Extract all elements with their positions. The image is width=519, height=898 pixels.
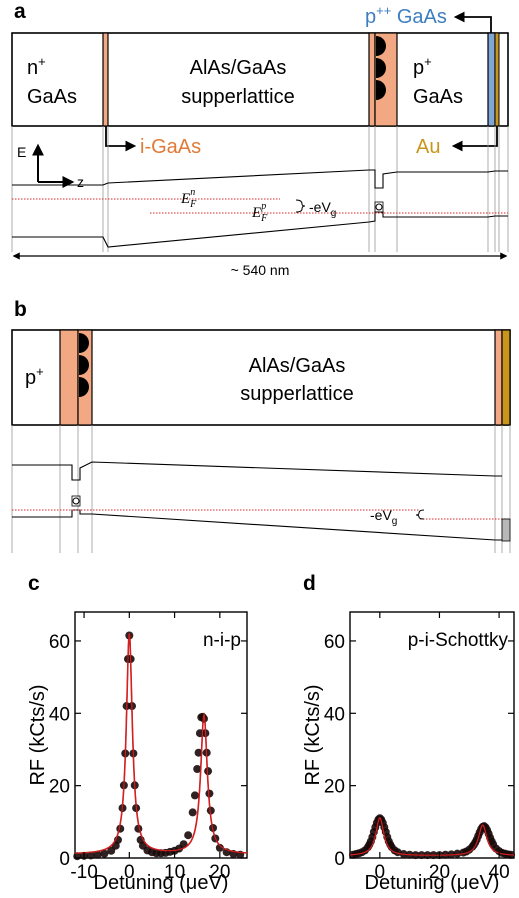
superlattice-label-2: supperlattice: [181, 86, 294, 108]
y-axis-label: RF (kCts/s): [302, 684, 324, 785]
qd-level-a: [375, 203, 383, 211]
ppp-gaas-layer: [487, 32, 496, 127]
i-gaas-layer-b-right: [494, 329, 503, 426]
igaas-label: i-GaAs: [140, 136, 201, 158]
p-gaas-label: p+: [413, 54, 432, 79]
vg-brace-b: [415, 509, 425, 520]
x-tick-label: 40: [489, 862, 510, 883]
chart-d: d 0 20 40 0 20 40 60 p-i-Schottky Detuning (μeV) R…: [302, 572, 516, 894]
y-tick-label: 40: [324, 704, 345, 725]
qd-box-a: [374, 201, 384, 213]
quantum-dot-layer: [376, 36, 386, 100]
plot-annotation: p-i-Schottky: [408, 630, 509, 651]
width-label: ~ 540 nm: [231, 262, 290, 278]
data-point: [193, 765, 202, 774]
data-point: [453, 849, 462, 858]
plot-frame: [74, 611, 248, 859]
i-gaas-layer-qd-b: [59, 329, 79, 426]
y-tick-label: 20: [324, 777, 345, 798]
data-point: [194, 748, 203, 757]
i-gaas-layer-mid-1: [368, 32, 376, 127]
qd-box-b: [71, 495, 81, 507]
data-point: [215, 843, 224, 852]
superlattice-label-b-1: AlAs/GaAs: [249, 355, 346, 377]
data-point: [93, 850, 102, 859]
z-axis-label: z: [77, 174, 84, 190]
panel-b: b p+ AlAs/GaAs supperlattice -eVg: [11, 298, 511, 553]
metal-contact-b: [501, 329, 511, 426]
y-tick-label: 0: [334, 849, 345, 870]
superlattice-label-1: AlAs/GaAs: [190, 57, 287, 79]
y-tick-label: 20: [49, 777, 70, 798]
panel-a-letter: a: [14, 0, 26, 23]
panel-b-letter: b: [14, 298, 27, 321]
x-tick-label: -10: [70, 862, 97, 883]
x-tick-label: 0: [124, 862, 135, 883]
qd-level-b: [72, 497, 80, 505]
quantum-dot-layer-b: [79, 333, 89, 397]
data-point: [205, 789, 214, 798]
y-tick-label: 60: [324, 632, 345, 653]
p-label-b: p+: [25, 364, 44, 389]
au-layer: [494, 32, 500, 127]
x-tick-label: 10: [164, 862, 185, 883]
superlattice-label-b-2: supperlattice: [240, 383, 353, 405]
layer-stack-bar: [11, 32, 509, 127]
efp-label: EFp: [251, 201, 268, 224]
layer-guides-b: [11, 425, 511, 553]
x-tick-label: 20: [429, 862, 450, 883]
vg-label-a: -eVg: [309, 199, 336, 219]
efn-label: EFn: [180, 187, 197, 210]
i-gaas-layer-qd: [374, 32, 398, 127]
y-tick-label: 40: [49, 704, 70, 725]
ppp-gaas-label: p++ GaAs: [365, 3, 447, 28]
valence-band-b: [12, 509, 502, 541]
y-tick-label: 0: [59, 849, 70, 870]
y-tick-label: 60: [49, 632, 70, 653]
i-gaas-layer-left: [102, 32, 109, 127]
energy-axis-label: E: [17, 144, 26, 160]
x-tick-label: 20: [209, 862, 230, 883]
panel-c-letter: c: [28, 572, 40, 595]
au-label: Au: [416, 136, 440, 158]
conduction-band-a: [12, 169, 508, 189]
data-point: [204, 767, 213, 776]
vg-label-b: -eVg: [370, 507, 397, 527]
data-point: [188, 808, 197, 817]
n-gaas-label-2: GaAs: [27, 86, 77, 108]
layer-stack-bar-b: [11, 329, 511, 426]
fit-curve-overlay: [74, 633, 248, 854]
data-point: [184, 831, 193, 840]
au-arrow: [451, 126, 498, 152]
x-axis-label: Detuning (μeV): [94, 872, 229, 894]
data-point: [190, 791, 199, 800]
metal-band-b: [501, 518, 511, 542]
n-gaas-label: n+: [27, 54, 46, 79]
fit-curve: [74, 633, 248, 855]
panel-a: a n+ GaAs AlAs/GaAs supperlattice p+ GaA…: [11, 0, 509, 278]
data-point: [86, 851, 95, 860]
y-axis-label: RF (kCts/s): [27, 684, 49, 785]
ppp-arrow: [453, 11, 492, 33]
data-point: [206, 806, 215, 815]
layer-guides-a: [11, 126, 509, 252]
x-axis-label: Detuning (μeV): [365, 872, 500, 894]
i-gaas-layer-b-2: [77, 329, 93, 426]
fit-curve-overlay: [349, 817, 515, 856]
data-point: [200, 714, 208, 723]
panel-d-letter: d: [303, 572, 316, 595]
igaas-arrow: [105, 126, 137, 152]
conduction-band-b: [12, 461, 502, 481]
plot-annotation: n-i-p: [203, 630, 241, 651]
vg-brace-a: [295, 199, 306, 213]
data-point: [100, 849, 109, 858]
p-gaas-label-2: GaAs: [413, 86, 463, 108]
x-tick-label: 0: [375, 862, 386, 883]
